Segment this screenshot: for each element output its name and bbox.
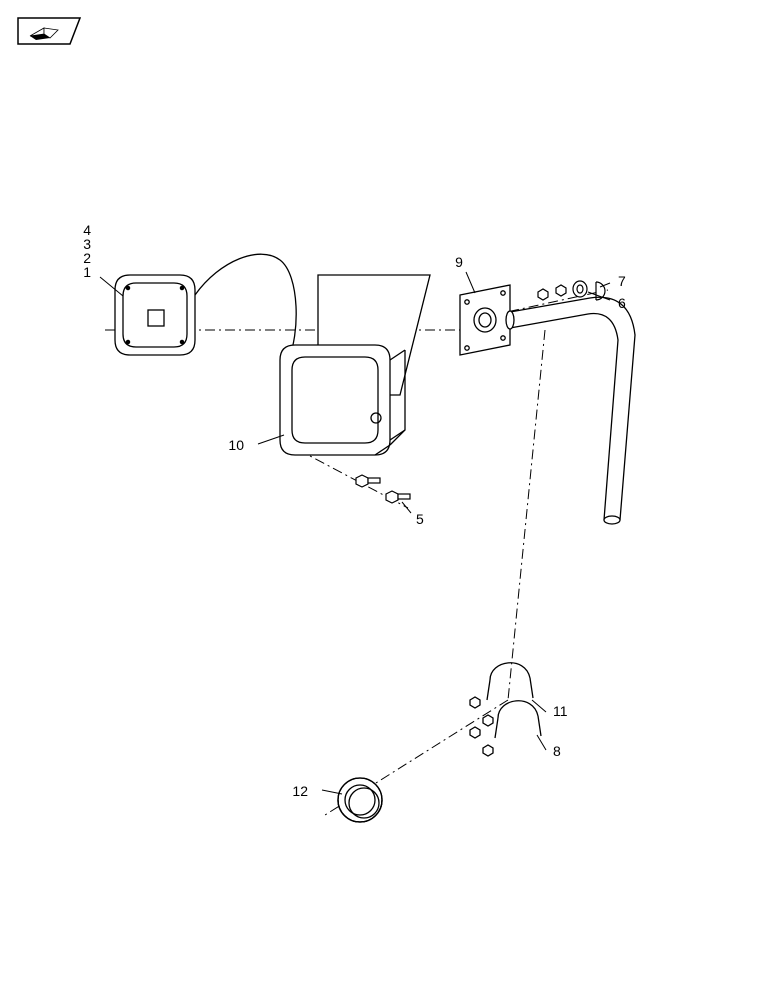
page-icon — [18, 18, 80, 44]
callout-2: 2 — [83, 250, 91, 266]
parts-diagram: 1 2 3 4 5 6 7 8 9 10 11 12 — [0, 0, 780, 1000]
callout-10: 10 — [228, 437, 244, 453]
bolts-5 — [356, 475, 410, 503]
leader-5 — [402, 502, 411, 513]
grommet — [338, 778, 382, 822]
callout-7: 7 — [618, 273, 626, 289]
leader-8 — [537, 735, 546, 750]
leader-9 — [466, 272, 475, 293]
callout-3: 3 — [83, 236, 91, 252]
callout-4: 4 — [83, 222, 91, 238]
u-bolts — [470, 663, 541, 756]
callout-8: 8 — [553, 743, 561, 759]
callout-5: 5 — [416, 511, 424, 527]
callout-9: 9 — [455, 254, 463, 270]
tube-arm — [506, 297, 635, 524]
callout-11: 11 — [553, 703, 568, 719]
callout-12: 12 — [292, 783, 308, 799]
light-head — [115, 254, 296, 380]
callout-6: 6 — [618, 295, 626, 311]
flange-plate — [460, 285, 510, 355]
housing — [280, 275, 430, 455]
callout-1: 1 — [83, 264, 91, 280]
leader-11 — [532, 700, 546, 712]
